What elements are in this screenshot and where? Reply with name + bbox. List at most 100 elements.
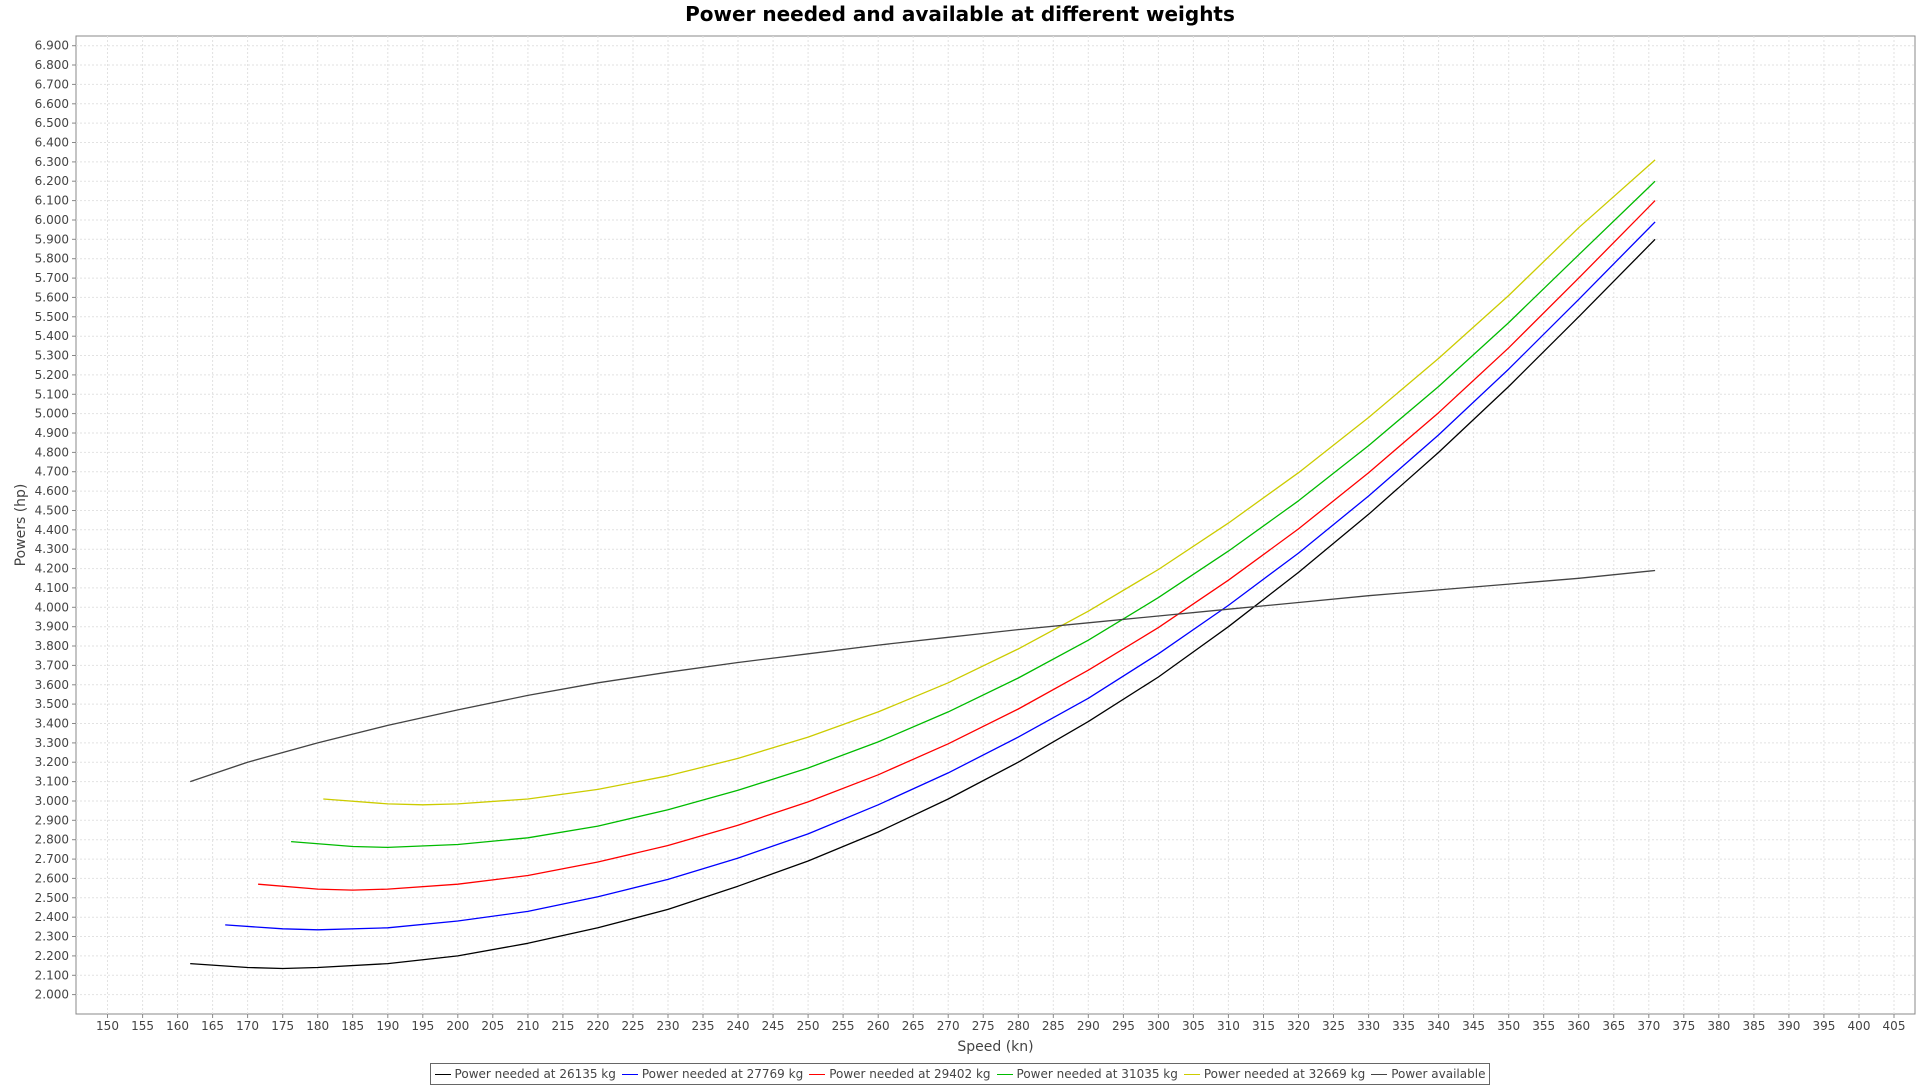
x-tick-label: 155 (131, 1019, 154, 1033)
y-tick-label: 5.700 (35, 271, 69, 285)
x-tick-label: 290 (1077, 1019, 1100, 1033)
x-axis-label: Speed (kn) (957, 1039, 1033, 1055)
legend-label: Power available (1391, 1067, 1486, 1081)
legend-swatch (621, 1073, 638, 1075)
legend-item-2: Power needed at 29402 kg (809, 1067, 991, 1081)
x-tick-label: 180 (306, 1019, 329, 1033)
y-tick-label: 3.000 (35, 794, 69, 808)
legend-item-4: Power needed at 32669 kg (1183, 1067, 1366, 1081)
x-tick-label: 210 (516, 1019, 539, 1033)
x-tick-label: 365 (1602, 1019, 1625, 1033)
y-tick-label: 5.100 (35, 387, 69, 401)
y-tick-label: 6.800 (35, 58, 69, 72)
legend-item-3: Power needed at 31035 kg (996, 1067, 1178, 1081)
legend-swatch (434, 1073, 451, 1075)
legend-swatch (1183, 1073, 1200, 1075)
y-tick-label: 6.400 (35, 136, 69, 150)
y-tick-label: 3.100 (35, 775, 69, 789)
x-tick-label: 295 (1112, 1019, 1135, 1033)
series-line-2 (258, 200, 1656, 891)
y-tick-label: 5.500 (35, 310, 69, 324)
y-tick-label: 4.400 (35, 523, 69, 537)
x-tick-label: 235 (692, 1019, 715, 1033)
y-tick-label: 5.000 (35, 407, 69, 421)
legend-swatch (809, 1073, 826, 1075)
x-tick-label: 150 (96, 1019, 119, 1033)
y-tick-label: 3.300 (35, 736, 69, 750)
chart-title: Power needed and available at different … (685, 2, 1235, 26)
y-tick-label: 6.300 (35, 155, 69, 169)
y-tick-label: 4.200 (35, 562, 69, 576)
y-tick-label: 2.300 (35, 930, 69, 944)
legend-box: Power needed at 26135 kg Power needed at … (429, 1063, 1491, 1085)
plot-area (75, 35, 1916, 1015)
y-tick-label: 3.800 (35, 639, 69, 653)
x-tick-label: 350 (1497, 1019, 1520, 1033)
y-tick-label: 2.800 (35, 833, 69, 847)
y-tick-label: 4.700 (35, 465, 69, 479)
series-group (189, 159, 1656, 970)
y-tick-label: 6.000 (35, 213, 69, 227)
legend-label: Power needed at 29402 kg (829, 1067, 991, 1081)
y-tick-label: 5.800 (35, 252, 69, 266)
x-tick-label: 300 (1147, 1019, 1170, 1033)
y-tick-label: 2.500 (35, 891, 69, 905)
y-tick-label: 2.200 (35, 949, 69, 963)
y-tick-label: 3.500 (35, 697, 69, 711)
x-tick-label: 185 (341, 1019, 364, 1033)
grid (76, 36, 1915, 1014)
y-tick-label: 3.900 (35, 620, 69, 634)
legend-label: Power needed at 32669 kg (1203, 1067, 1366, 1081)
x-tick-label: 395 (1812, 1019, 1835, 1033)
x-tick-label: 260 (867, 1019, 890, 1033)
series-line-5 (189, 569, 1656, 783)
legend-item-0: Power needed at 26135 kg (434, 1067, 616, 1081)
series-line-0 (190, 238, 1656, 970)
y-tick-label: 6.200 (35, 174, 69, 188)
y-tick-label: 6.900 (35, 39, 69, 53)
y-tick-label: 4.900 (35, 426, 69, 440)
y-axis: 2.000 2.100 2.200 2.300 2.400 2.500 2.600 2.700… (35, 39, 76, 1002)
x-tick-label: 215 (551, 1019, 574, 1033)
y-tick-label: 5.600 (35, 290, 69, 304)
y-tick-label: 2.600 (35, 871, 69, 885)
y-tick-label: 5.200 (35, 368, 69, 382)
y-tick-label: 3.400 (35, 717, 69, 731)
y-tick-label: 5.900 (35, 232, 69, 246)
x-tick-label: 310 (1217, 1019, 1240, 1033)
y-tick-label: 3.600 (35, 678, 69, 692)
y-tick-label: 2.900 (35, 813, 69, 827)
x-tick-label: 225 (622, 1019, 645, 1033)
x-tick-label: 320 (1287, 1019, 1310, 1033)
y-tick-label: 4.100 (35, 581, 69, 595)
x-tick-label: 280 (1007, 1019, 1030, 1033)
y-tick-label: 4.300 (35, 542, 69, 556)
x-tick-label: 265 (902, 1019, 925, 1033)
legend-label: Power needed at 26135 kg (454, 1067, 616, 1081)
x-axis: 150 155 160 165 170 175 180 185 190 195 200 205 210 2… (96, 1014, 1905, 1033)
x-tick-label: 250 (797, 1019, 820, 1033)
x-tick-label: 380 (1707, 1019, 1730, 1033)
x-tick-label: 270 (937, 1019, 960, 1033)
y-tick-label: 6.100 (35, 194, 69, 208)
legend-item-1: Power needed at 27769 kg (621, 1067, 804, 1081)
x-tick-label: 285 (1042, 1019, 1065, 1033)
x-tick-label: 220 (586, 1019, 609, 1033)
x-tick-label: 205 (481, 1019, 504, 1033)
legend-label: Power needed at 27769 kg (641, 1067, 804, 1081)
y-tick-label: 2.000 (35, 988, 69, 1002)
x-tick-label: 200 (446, 1019, 469, 1033)
x-tick-label: 195 (411, 1019, 434, 1033)
y-tick-label: 2.400 (35, 910, 69, 924)
x-tick-label: 170 (236, 1019, 259, 1033)
x-tick-label: 240 (727, 1019, 750, 1033)
y-tick-label: 4.800 (35, 445, 69, 459)
y-tick-label: 5.300 (35, 349, 69, 363)
y-tick-label: 6.700 (35, 77, 69, 91)
x-tick-label: 405 (1883, 1019, 1906, 1033)
x-tick-label: 400 (1848, 1019, 1871, 1033)
x-tick-label: 315 (1252, 1019, 1275, 1033)
y-tick-label: 3.200 (35, 755, 69, 769)
y-tick-label: 4.000 (35, 600, 69, 614)
